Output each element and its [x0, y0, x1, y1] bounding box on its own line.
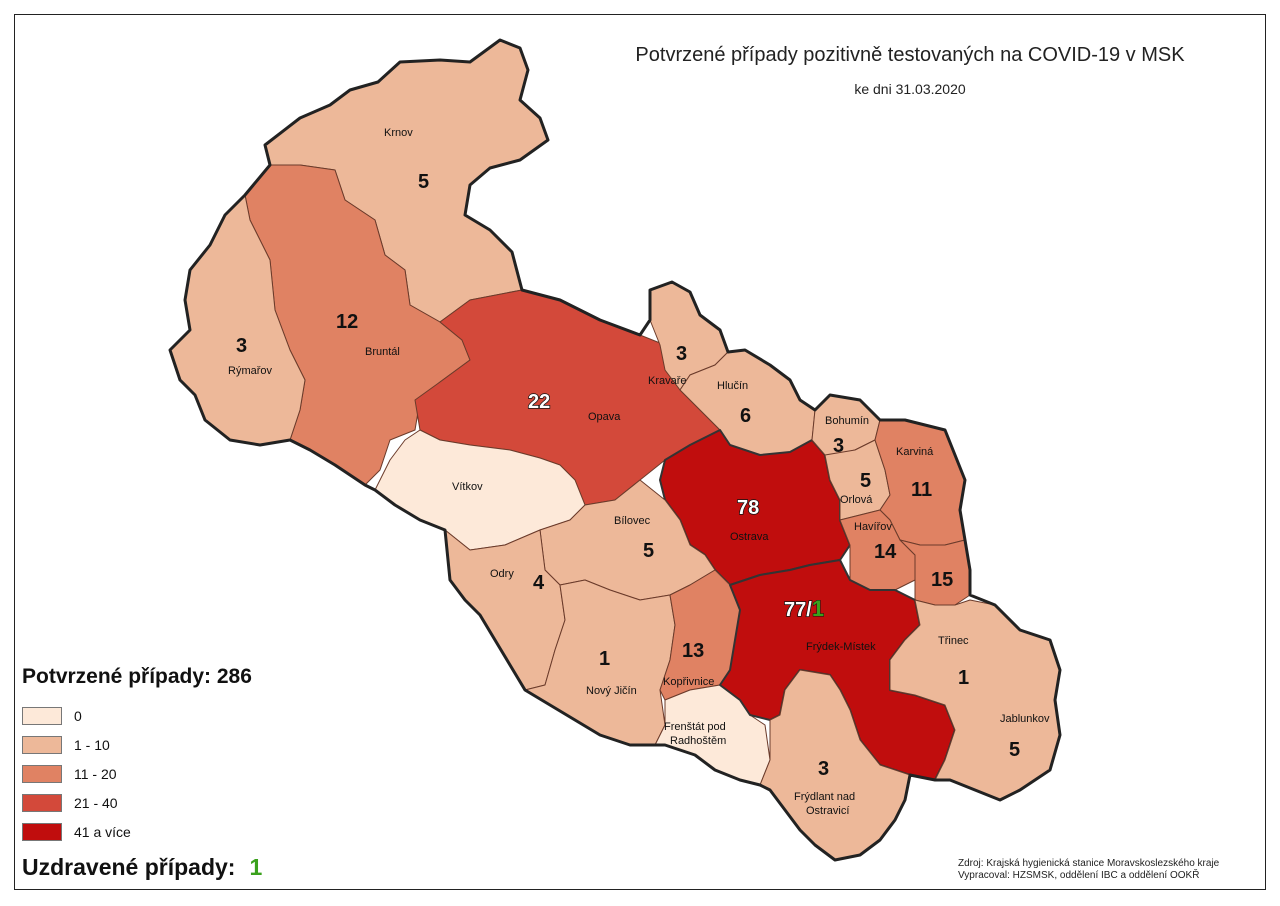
label-frydlant-line1: Frýdlant nad — [794, 791, 855, 803]
count-frydek-mistek: 77/1 — [784, 596, 824, 621]
count-trinec-top: 15 — [931, 569, 953, 591]
label-frenstat-line1: Frenštát pod — [664, 721, 726, 733]
count-novy-jicin: 1 — [599, 648, 610, 670]
legend-label-1: 1 - 10 — [74, 737, 110, 753]
legend-label-4: 41 a více — [74, 824, 131, 840]
count-hlucin: 6 — [740, 405, 751, 427]
label-frydlant-line2: Ostravicí — [806, 805, 849, 817]
legend-swatch-2 — [22, 765, 62, 783]
label-bruntal: Bruntál — [365, 346, 400, 358]
count-bilovec: 5 — [643, 540, 654, 562]
legend-item-0: 0 — [22, 705, 82, 727]
label-bohumin: Bohumín — [825, 415, 869, 427]
legend-label-2: 11 - 20 — [74, 766, 117, 782]
label-koprivnice: Kopřivnice — [663, 676, 714, 688]
label-rymarov: Rýmařov — [228, 365, 273, 377]
label-orlova: Orlová — [840, 494, 873, 506]
legend-label-0: 0 — [74, 708, 82, 724]
legend-swatch-1 — [22, 736, 62, 754]
label-frenstat-line2: Radhoštěm — [670, 735, 726, 747]
legend-item-1: 1 - 10 — [22, 734, 110, 756]
count-koprivnice: 13 — [682, 640, 704, 662]
region-trinec-top[interactable] — [899, 539, 971, 606]
label-novy-jicin: Nový Jičín — [586, 685, 637, 697]
label-opava: Opava — [588, 411, 621, 423]
count-ostrava: 78 — [737, 497, 759, 519]
label-jablunkov: Jablunkov — [1000, 713, 1050, 725]
label-havirov: Havířov — [854, 521, 892, 533]
count-kravare: 3 — [676, 343, 687, 365]
legend-swatch-0 — [22, 707, 62, 725]
legend-item-3: 21 - 40 — [22, 792, 118, 814]
recovered-value: 1 — [249, 854, 263, 880]
source-line-2: Vypracoval: HZSMSK, oddělení IBC a odděl… — [958, 870, 1200, 881]
count-karvina: 11 — [911, 479, 932, 501]
source-line-1: Zdroj: Krajská hygienická stanice Moravs… — [958, 858, 1220, 869]
count-jablunkov: 5 — [1009, 739, 1020, 761]
count-odry: 4 — [533, 572, 545, 594]
label-hlucin: Hlučín — [717, 380, 748, 392]
legend-label-3: 21 - 40 — [74, 795, 118, 811]
legend-swatch-4 — [22, 823, 62, 841]
label-krnov: Krnov — [384, 127, 413, 139]
legend-item-2: 11 - 20 — [22, 763, 117, 785]
label-frydek-mistek: Frýdek-Místek — [806, 641, 876, 653]
count-frydek-mistek-main: 77/ — [784, 599, 812, 621]
legend-item-4: 41 a více — [22, 821, 131, 843]
recovered-count: Uzdravené případy: 1 — [22, 854, 262, 881]
label-trinec: Třinec — [938, 635, 969, 647]
label-bilovec: Bílovec — [614, 515, 651, 527]
count-frydlant: 3 — [818, 758, 829, 780]
count-rymarov: 3 — [236, 335, 247, 357]
count-opava: 22 — [528, 391, 550, 413]
map-title: Potvrzené případy pozitivně testovaných … — [635, 44, 1185, 66]
count-bohumin: 3 — [833, 435, 844, 457]
count-krnov: 5 — [418, 171, 429, 193]
map-subtitle: ke dni 31.03.2020 — [854, 81, 966, 97]
count-havirov: 14 — [874, 541, 897, 563]
legend-title: Potvrzené případy: 286 — [22, 665, 252, 688]
source-note: Zdroj: Krajská hygienická stanice Moravs… — [958, 858, 1258, 882]
label-kravare: Kravaře — [648, 375, 687, 387]
label-karvina: Karviná — [896, 446, 934, 458]
label-ostrava: Ostrava — [730, 531, 769, 543]
label-odry: Odry — [490, 568, 514, 580]
count-trinec: 1 — [958, 667, 969, 689]
count-frydek-mistek-recovered: 1 — [812, 596, 824, 621]
legend-swatch-3 — [22, 794, 62, 812]
recovered-label: Uzdravené případy: — [22, 854, 236, 880]
map-frame — [14, 14, 1266, 890]
count-bruntal: 12 — [336, 311, 358, 333]
count-orlova: 5 — [860, 470, 871, 492]
label-vitkov: Vítkov — [452, 481, 483, 493]
region-outline — [168, 38, 1062, 862]
